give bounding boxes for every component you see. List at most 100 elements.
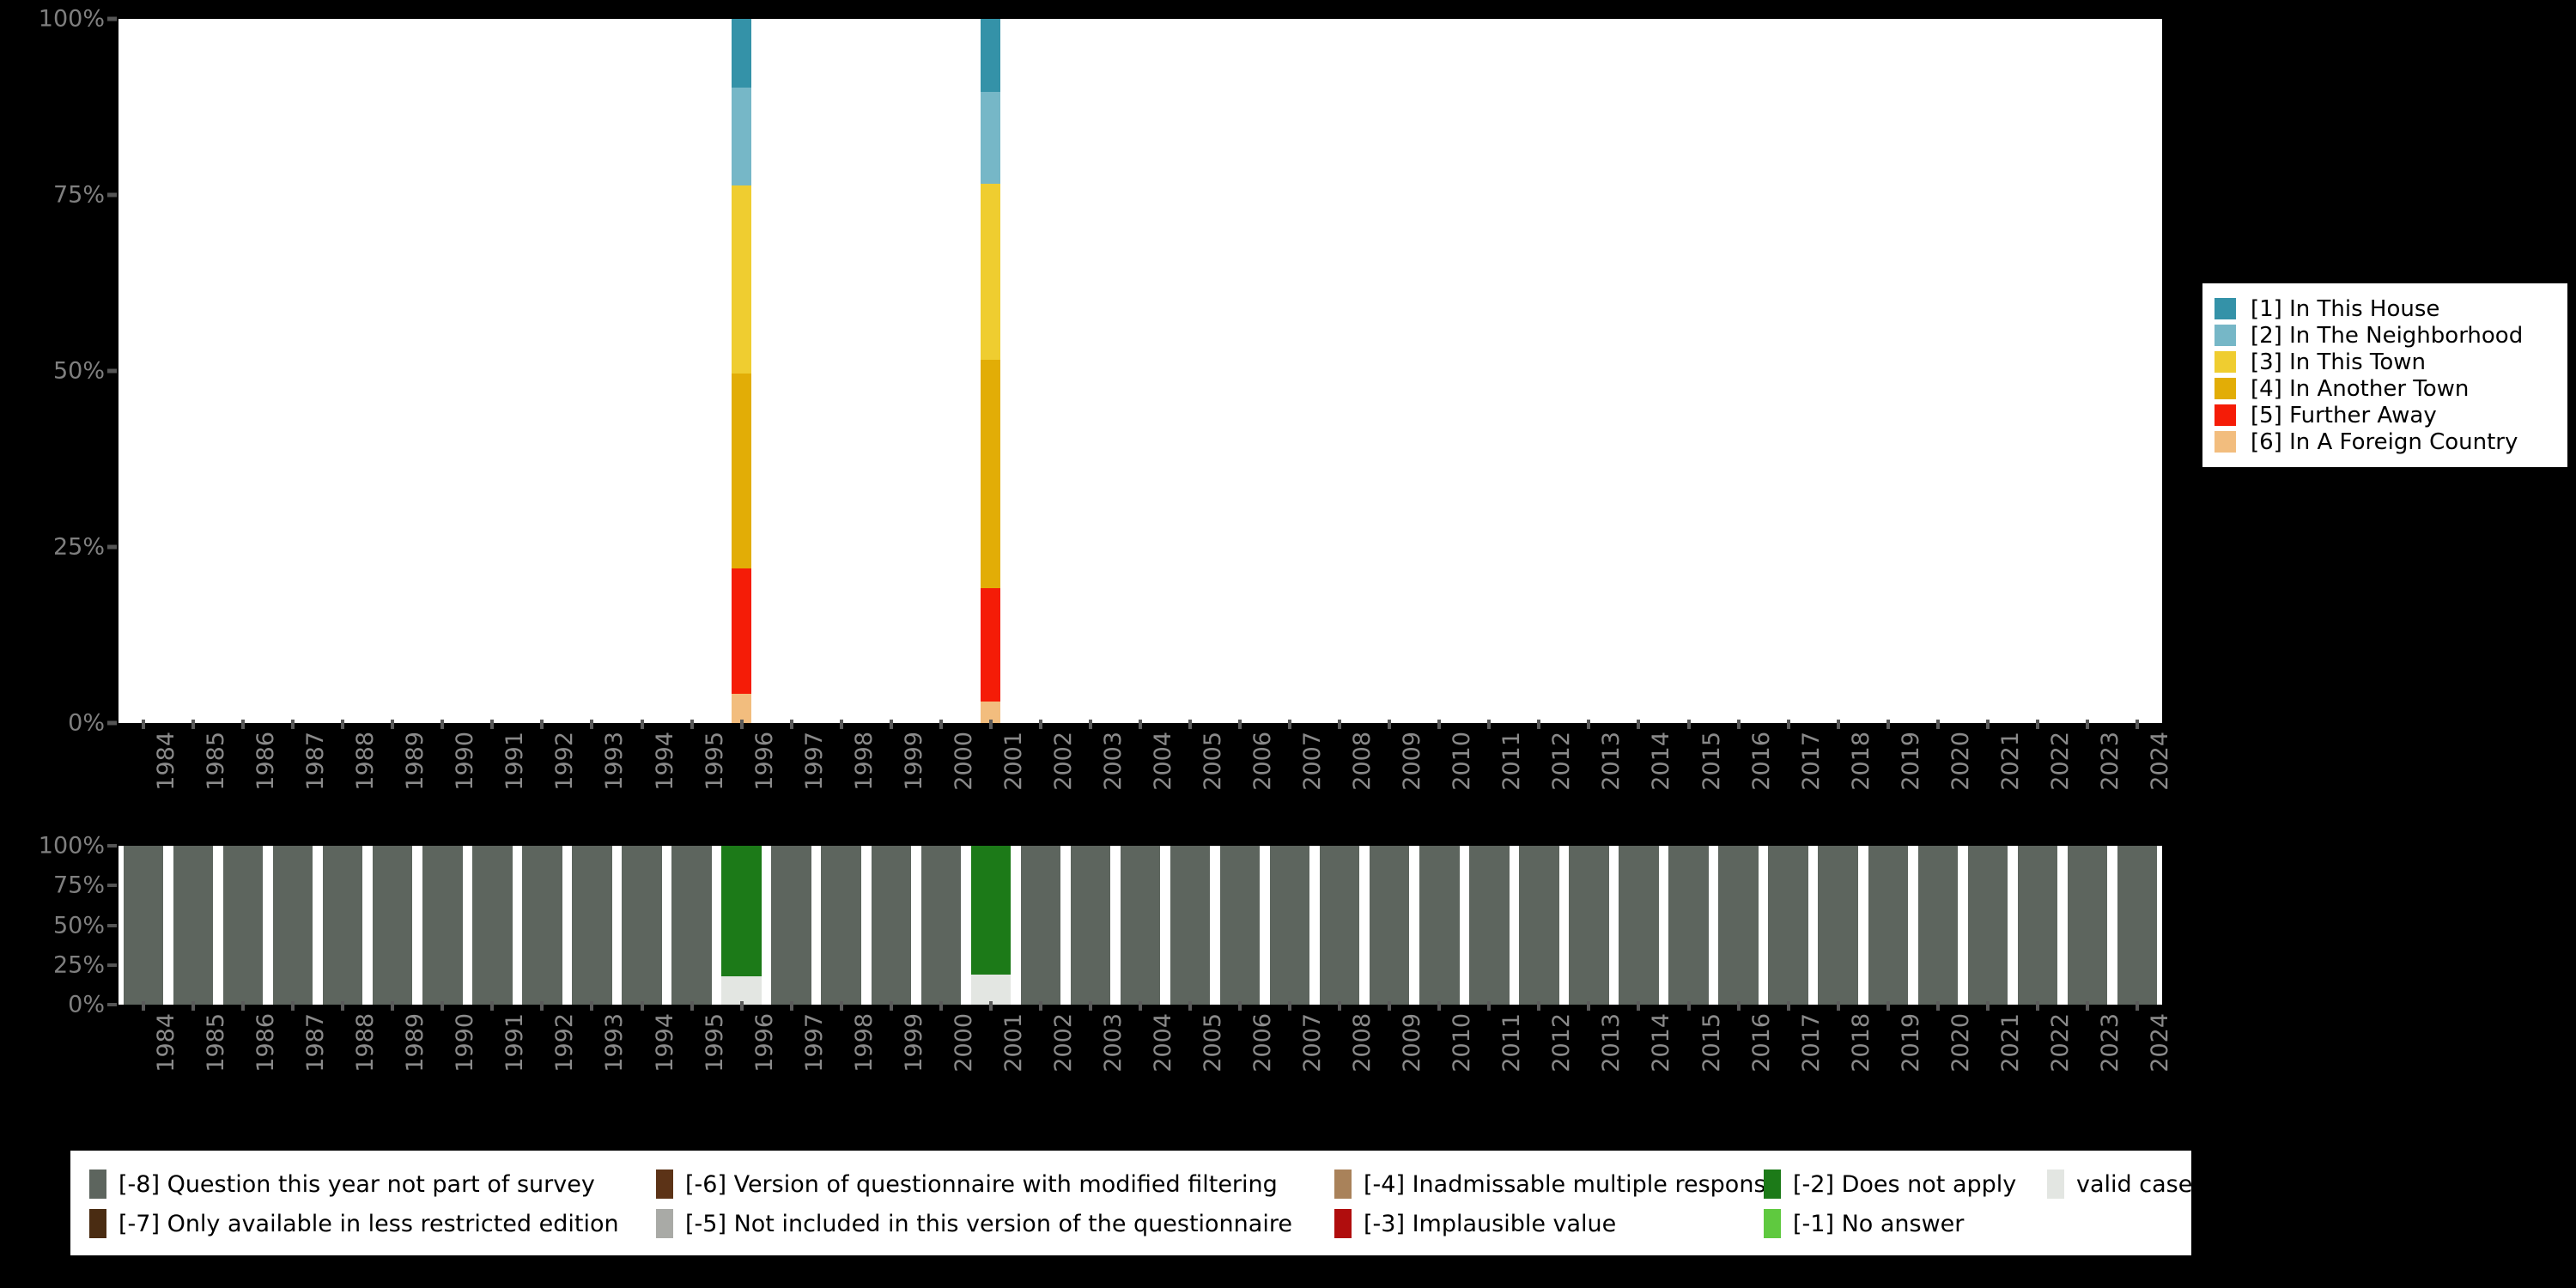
stacked-bar-segment[interactable] [981,701,1001,723]
coverage-bar[interactable] [373,846,413,1005]
coverage-bar[interactable] [1219,846,1261,1005]
coverage-bar-segment[interactable] [671,846,712,1005]
coverage-bar[interactable] [1967,846,2008,1005]
coverage-bar-segment[interactable] [1619,846,1659,1005]
coverage-bar[interactable] [721,846,762,1005]
coverage-bar-segment[interactable] [1170,846,1211,1005]
legend-item[interactable]: [-8] Question this year not part of surv… [89,1170,656,1199]
coverage-bar[interactable] [173,846,214,1005]
coverage-bar-segment[interactable] [1370,846,1410,1005]
coverage-bar-segment[interactable] [1469,846,1510,1005]
coverage-bar[interactable] [1868,846,1908,1005]
coverage-bar[interactable] [1619,846,1659,1005]
legend-item[interactable]: [-1] No answer [1764,1209,2047,1238]
legend-item[interactable]: [6] In A Foreign Country [2215,428,2559,455]
coverage-bar-segment[interactable] [2017,846,2058,1005]
coverage-bar-segment[interactable] [173,846,214,1005]
coverage-bar[interactable] [472,846,513,1005]
stacked-bar-segment[interactable] [981,92,1001,184]
coverage-bar-segment[interactable] [1219,846,1261,1005]
stacked-bar-segment[interactable] [732,185,752,374]
coverage-bar-segment[interactable] [272,846,313,1005]
coverage-bar[interactable] [1170,846,1211,1005]
coverage-bar[interactable] [1519,846,1559,1005]
legend-item[interactable]: [-2] Does not apply [1764,1170,2047,1199]
coverage-bar[interactable] [1917,846,1958,1005]
coverage-bar[interactable] [1319,846,1360,1005]
stacked-bar-segment[interactable] [732,88,752,185]
coverage-bar[interactable] [1818,846,1858,1005]
coverage-bar-segment[interactable] [1070,846,1111,1005]
coverage-bar-segment[interactable] [2067,846,2108,1005]
coverage-bar[interactable] [2117,846,2158,1005]
coverage-bar[interactable] [1569,846,1609,1005]
coverage-bar-segment[interactable] [123,846,164,1005]
coverage-bar-segment[interactable] [970,846,1012,975]
coverage-bar[interactable] [1718,846,1759,1005]
coverage-bar[interactable] [970,846,1012,1005]
coverage-bar[interactable] [1419,846,1460,1005]
coverage-bar[interactable] [871,846,911,1005]
coverage-bar-segment[interactable] [821,846,861,1005]
coverage-bar-segment[interactable] [1768,846,1808,1005]
coverage-bar[interactable] [1768,846,1808,1005]
stacked-bar-segment[interactable] [981,183,1001,360]
coverage-bar-segment[interactable] [1718,846,1759,1005]
coverage-bar-segment[interactable] [1917,846,1958,1005]
coverage-bar-segment[interactable] [1120,846,1161,1005]
coverage-bar[interactable] [572,846,612,1005]
legend-item[interactable]: [4] In Another Town [2215,375,2559,402]
coverage-bar[interactable] [771,846,811,1005]
stacked-bar-segment[interactable] [981,588,1001,702]
coverage-bar[interactable] [1070,846,1111,1005]
coverage-bar-segment[interactable] [472,846,513,1005]
coverage-bar-segment[interactable] [1569,846,1609,1005]
coverage-bar-segment[interactable] [222,846,264,1005]
coverage-bar-segment[interactable] [871,846,911,1005]
coverage-bar-segment[interactable] [1818,846,1858,1005]
coverage-bar[interactable] [821,846,861,1005]
stacked-bar-segment[interactable] [732,374,752,569]
legend-item[interactable]: [1] In This House [2215,295,2559,322]
legend-item[interactable]: [-7] Only available in less restricted e… [89,1209,656,1238]
coverage-bar-segment[interactable] [1967,846,2008,1005]
coverage-bar-segment[interactable] [323,846,363,1005]
stacked-bar[interactable] [732,19,752,723]
coverage-bar[interactable] [1120,846,1161,1005]
coverage-bar[interactable] [1469,846,1510,1005]
coverage-bar-segment[interactable] [1668,846,1709,1005]
stacked-bar-segment[interactable] [981,359,1001,589]
coverage-bar[interactable] [1020,846,1061,1005]
coverage-bar[interactable] [1370,846,1410,1005]
coverage-bar-segment[interactable] [1419,846,1460,1005]
stacked-bar[interactable] [981,19,1001,723]
stacked-bar-segment[interactable] [732,19,752,88]
coverage-bar-segment[interactable] [522,846,562,1005]
coverage-bar[interactable] [622,846,662,1005]
coverage-bar[interactable] [920,846,962,1005]
coverage-bar-segment[interactable] [1519,846,1559,1005]
coverage-bar-segment[interactable] [1319,846,1360,1005]
legend-item[interactable]: [-5] Not included in this version of the… [656,1209,1334,1238]
coverage-bar[interactable] [272,846,313,1005]
legend-item[interactable]: [3] In This Town [2215,349,2559,375]
coverage-bar-segment[interactable] [1269,846,1310,1005]
coverage-bar-segment[interactable] [622,846,662,1005]
coverage-bar[interactable] [323,846,363,1005]
stacked-bar-segment[interactable] [981,19,1001,93]
coverage-bar[interactable] [222,846,264,1005]
coverage-bar-segment[interactable] [373,846,413,1005]
legend-item[interactable]: [2] In The Neighborhood [2215,322,2559,349]
coverage-bar-segment[interactable] [1020,846,1061,1005]
coverage-bar[interactable] [2017,846,2058,1005]
legend-item[interactable]: [-3] Implausible value [1334,1209,1764,1238]
coverage-bar[interactable] [123,846,164,1005]
stacked-bar-segment[interactable] [732,568,752,694]
coverage-bar-segment[interactable] [721,975,762,1005]
legend-item[interactable]: [-6] Version of questionnaire with modif… [656,1170,1334,1199]
coverage-bar[interactable] [2067,846,2108,1005]
coverage-bar[interactable] [1269,846,1310,1005]
coverage-bar-segment[interactable] [572,846,612,1005]
coverage-bar-segment[interactable] [422,846,463,1005]
coverage-bar-segment[interactable] [2117,846,2158,1005]
